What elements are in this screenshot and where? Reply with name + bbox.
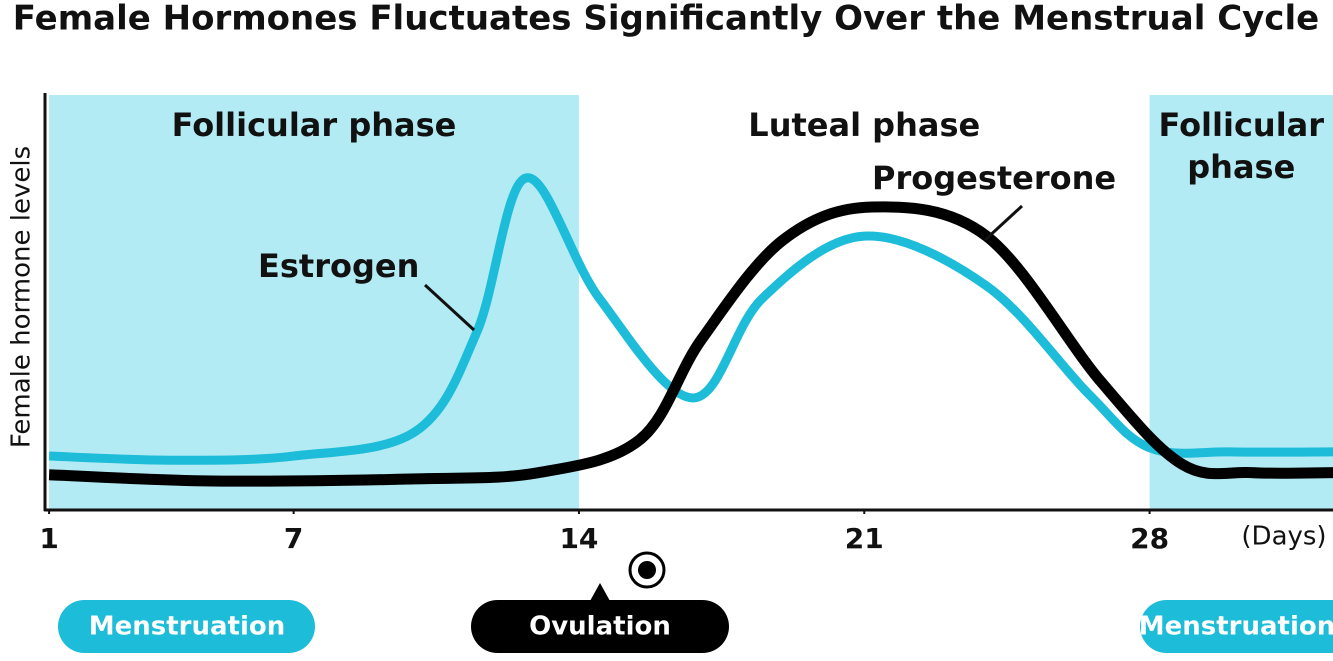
phase-label: Follicular phase xyxy=(171,106,457,144)
ovum-icon xyxy=(638,561,656,579)
y-axis-label: Female hormone levels xyxy=(7,146,37,448)
phase-band xyxy=(1149,95,1333,510)
marker-label: Menstruation xyxy=(1139,612,1333,642)
pointer xyxy=(590,583,610,601)
series-label: Estrogen xyxy=(258,247,419,285)
x-axis-label: (Days) xyxy=(1241,522,1326,552)
ovum-icon xyxy=(628,551,666,589)
phase-band xyxy=(49,95,579,510)
marker-label: Menstruation xyxy=(89,612,286,642)
series-line xyxy=(48,201,1333,487)
marker-pill xyxy=(58,600,315,653)
chart-title: Female Hormones Fluctuates Significantly… xyxy=(13,0,1319,39)
marker-label: Ovulation xyxy=(529,612,671,642)
x-tick-label: 28 xyxy=(1130,522,1169,555)
x-tick-label: 21 xyxy=(845,522,884,555)
x-tick-label: 1 xyxy=(39,522,58,555)
x-tick-label: 7 xyxy=(284,522,303,555)
x-tick-label: 14 xyxy=(559,522,598,555)
marker-pill xyxy=(471,600,729,653)
phase-label: Follicular phase xyxy=(1158,106,1325,186)
marker-pill xyxy=(1140,600,1333,653)
series-label: Progesterone xyxy=(872,159,1116,197)
leader-line xyxy=(983,204,1024,242)
leader-line xyxy=(423,283,476,332)
phase-label: Luteal phase xyxy=(748,106,981,144)
